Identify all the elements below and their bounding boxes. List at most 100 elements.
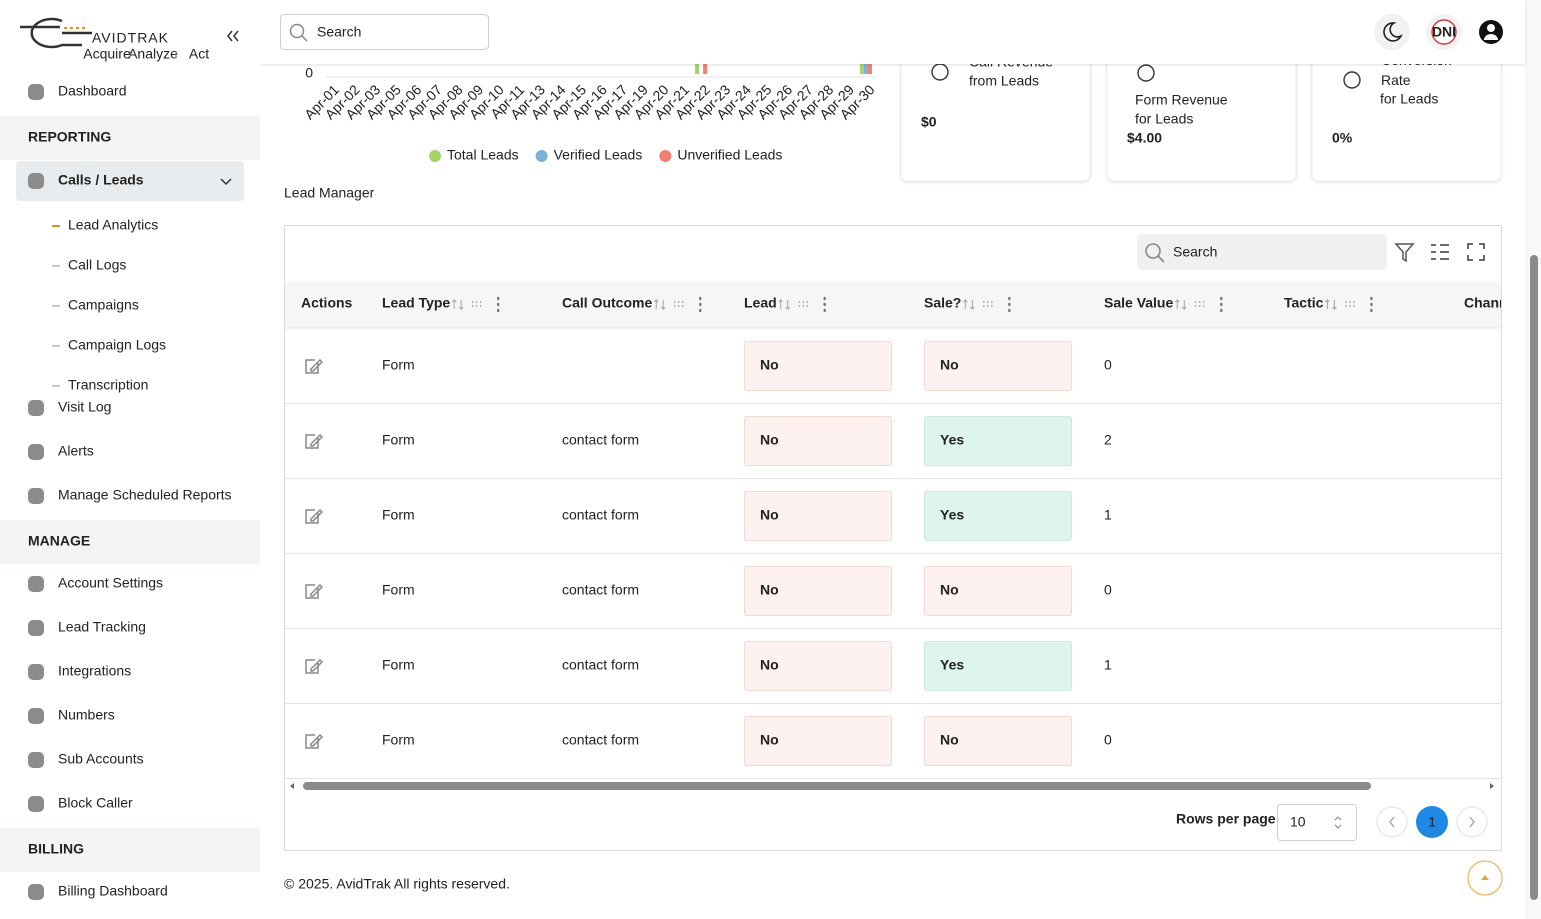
menu-item[interactable]: Dashboard: [58, 83, 127, 99]
menu-icon: [28, 576, 44, 592]
scroll-right[interactable]: [1490, 783, 1494, 789]
menu-icon: [28, 488, 44, 504]
submenu-item[interactable]: Lead Analytics: [68, 217, 158, 233]
cell: 0: [1104, 357, 1112, 373]
page-button[interactable]: [1416, 806, 1448, 838]
cell: Form: [382, 507, 415, 523]
filter-button[interactable]: [1394, 243, 1415, 263]
sort-button[interactable]: [451, 298, 464, 311]
column-header: Sale?: [924, 295, 961, 311]
menu-item[interactable]: Manage Scheduled Reports: [58, 487, 232, 503]
status-text: No: [760, 657, 779, 673]
h-scroll-thumb[interactable]: [303, 782, 1371, 790]
submenu-item[interactable]: Call Logs: [68, 257, 126, 273]
status-badge: [924, 641, 1072, 691]
submenu-item[interactable]: Campaign Logs: [68, 337, 166, 353]
status-badge: [744, 416, 892, 466]
sort-button[interactable]: [778, 298, 791, 311]
edit-button[interactable]: [305, 658, 324, 674]
menu-item[interactable]: Integrations: [58, 663, 131, 679]
search-icon: [1145, 243, 1161, 259]
footer: © 2025. AvidTrak All rights reserved.: [284, 876, 510, 892]
submenu-item[interactable]: Campaigns: [68, 297, 139, 313]
section-title: MANAGE: [28, 533, 90, 549]
menu-icon: [28, 884, 44, 900]
menu-item[interactable]: Visit Log: [58, 399, 111, 415]
brand-tagline: Act: [189, 46, 209, 62]
drag-handle[interactable]: [472, 301, 482, 307]
section-band: [0, 828, 260, 872]
y-tick-label: 0: [305, 65, 313, 81]
expand-chevron: [220, 178, 232, 186]
rows-per-page-select[interactable]: [1277, 804, 1357, 841]
user-head: [1487, 24, 1495, 32]
edit-button[interactable]: [305, 433, 324, 449]
sort-button[interactable]: [962, 298, 975, 311]
sort-button[interactable]: [653, 298, 666, 311]
status-badge: [924, 491, 1072, 541]
status-badge: [924, 416, 1072, 466]
theme-toggle[interactable]: [1374, 14, 1410, 50]
submenu-item[interactable]: Transcription: [68, 377, 148, 393]
menu-item[interactable]: Sub Accounts: [58, 751, 144, 767]
menu-item[interactable]: Account Settings: [58, 575, 163, 591]
dni-label: DNI: [1432, 24, 1456, 40]
cell: contact form: [562, 432, 639, 448]
section-title: REPORTING: [28, 129, 111, 145]
cell: 2: [1104, 432, 1112, 448]
edit-button[interactable]: [305, 733, 324, 749]
edit-button[interactable]: [305, 358, 324, 374]
column-header: Lead: [744, 295, 777, 311]
search-box[interactable]: [280, 14, 489, 50]
drag-handle[interactable]: [983, 301, 993, 307]
sort-button[interactable]: [1325, 298, 1337, 311]
cell: contact form: [562, 732, 639, 748]
next-icon: [1469, 816, 1475, 828]
fullscreen-button[interactable]: [1467, 243, 1485, 261]
cell: 1: [1104, 507, 1112, 523]
menu-item[interactable]: Calls / Leads: [58, 172, 144, 188]
legend-label: Verified Leads: [554, 147, 643, 163]
edit-button[interactable]: [305, 583, 324, 599]
status-badge: [744, 716, 892, 766]
drag-handle[interactable]: [674, 301, 684, 307]
status-text: No: [760, 732, 779, 748]
status-badge: [744, 566, 892, 616]
v-scroll-thumb[interactable]: [1530, 255, 1538, 900]
sort-button[interactable]: [1174, 298, 1187, 311]
status-text: No: [940, 357, 959, 373]
card-subtitle: for Leads: [1380, 91, 1438, 107]
menu-icon: [28, 664, 44, 680]
drag-handle[interactable]: [1345, 301, 1355, 307]
cell: Form: [382, 657, 415, 673]
menu-item[interactable]: Lead Tracking: [58, 619, 146, 635]
columns-button[interactable]: [1431, 244, 1449, 260]
prev-icon: [1389, 816, 1395, 828]
menu-item[interactable]: Numbers: [58, 707, 115, 723]
menu-item[interactable]: Billing Dashboard: [58, 883, 168, 899]
scroll-left[interactable]: [290, 783, 294, 789]
collapse-button[interactable]: [227, 30, 239, 42]
prev-page[interactable]: [1376, 806, 1408, 838]
status-text: No: [940, 582, 959, 598]
card-value: $0: [921, 114, 937, 130]
legend-label: Total Leads: [447, 147, 519, 163]
drag-handle[interactable]: [798, 301, 808, 307]
status-text: Yes: [940, 657, 964, 673]
menu-item[interactable]: Alerts: [58, 443, 94, 459]
table-search[interactable]: [1137, 234, 1387, 270]
edit-button[interactable]: [305, 508, 324, 524]
status-text: Yes: [940, 432, 964, 448]
card-icon: [1343, 71, 1361, 89]
next-page[interactable]: [1456, 806, 1488, 838]
menu-item[interactable]: Block Caller: [58, 795, 133, 811]
status-text: No: [760, 582, 779, 598]
search-icon: [1157, 255, 1165, 263]
drag-handle[interactable]: [1195, 301, 1205, 307]
table-card: [284, 225, 1502, 851]
status-text: No: [760, 507, 779, 523]
menu-icon: [28, 708, 44, 724]
